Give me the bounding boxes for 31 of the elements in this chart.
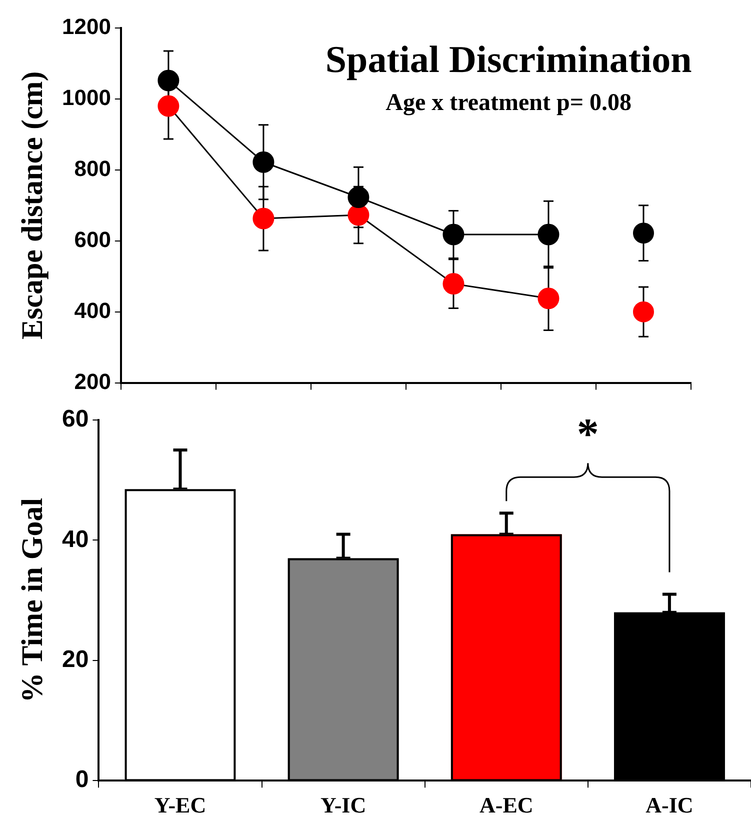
point	[632, 301, 654, 322]
y-tick-label: 20	[62, 646, 89, 674]
annotation: *	[576, 410, 599, 459]
y-axis-title: Escape distance (cm)	[16, 71, 49, 340]
point	[158, 70, 180, 92]
point	[252, 151, 274, 173]
point	[348, 204, 370, 226]
y-tick-label: 0	[75, 766, 89, 794]
y-tick-label: 200	[74, 368, 111, 394]
point	[442, 273, 464, 295]
chart-title: Spatial Discrimination	[325, 39, 692, 81]
point	[632, 222, 654, 244]
point	[158, 95, 180, 117]
y-tick-label: 1000	[62, 85, 111, 110]
point	[252, 208, 274, 230]
x-tick-label: A-IC	[646, 792, 694, 818]
y-tick-label: 60	[62, 406, 89, 433]
y-tick-label: 40	[62, 526, 89, 553]
y-tick-label: 1200	[62, 14, 111, 40]
y-tick-label: 600	[74, 226, 111, 252]
point	[442, 224, 464, 246]
y-axis-title: % Time in Goal	[16, 498, 49, 703]
point	[538, 224, 560, 246]
x-tick-label: Y-EC	[154, 792, 206, 818]
y-tick-label: 800	[74, 156, 111, 181]
x-tick-label: A-EC	[479, 792, 534, 818]
point	[538, 288, 560, 310]
point	[348, 186, 370, 208]
x-tick-label: Y-IC	[320, 792, 366, 818]
y-tick-label: 400	[74, 298, 111, 323]
text: Age x treatment p= 0.08	[386, 90, 632, 116]
